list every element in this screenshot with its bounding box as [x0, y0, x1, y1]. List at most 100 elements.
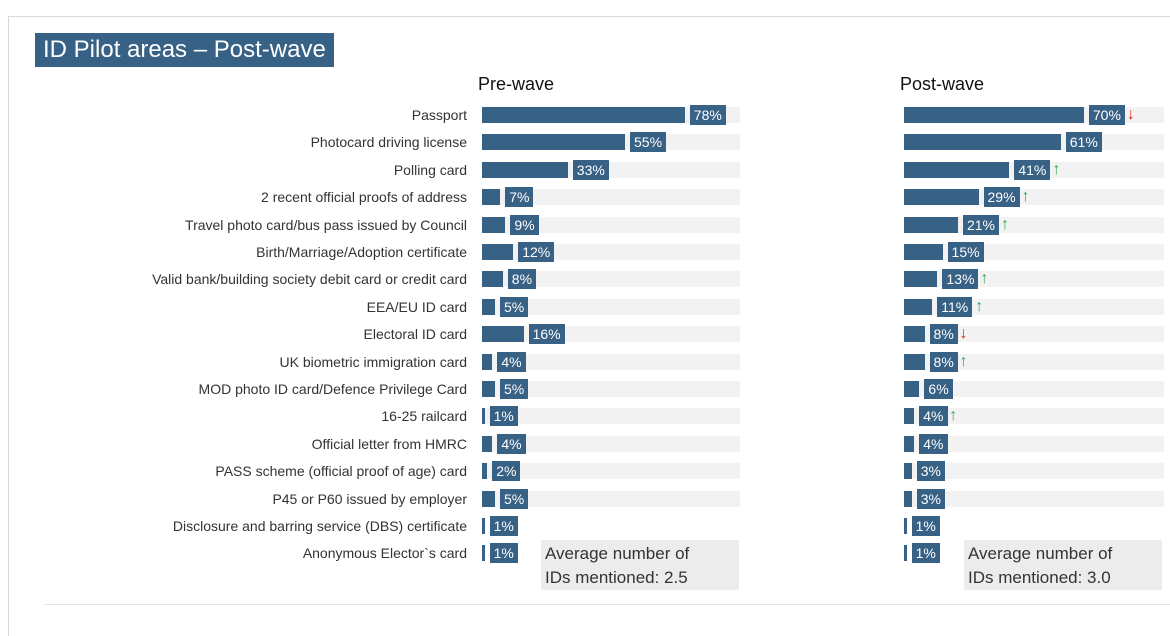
pre-wave-bar — [482, 134, 625, 151]
pre-wave-bar — [482, 463, 488, 480]
post-wave-bar — [904, 408, 915, 425]
post-wave-increase-arrow-icon: ↑ — [1000, 215, 1009, 233]
category-label: 16-25 railcard — [381, 408, 467, 425]
category-label: Official letter from HMRC — [311, 435, 467, 452]
post-wave-value-label: 1% — [911, 543, 940, 564]
post-wave-bar-track — [904, 408, 1164, 425]
post-wave-value-label: 4% — [919, 433, 948, 454]
category-label: Polling card — [393, 161, 467, 178]
pre-wave-bar — [482, 545, 485, 562]
pre-wave-bar — [482, 244, 514, 260]
category-label: PASS scheme (official proof of age) card — [215, 463, 467, 480]
post-wave-value-label: 1% — [911, 516, 940, 536]
post-wave-average-line2: IDs mentioned: 3.0 — [968, 568, 1111, 587]
pre-wave-value-label: 1% — [489, 406, 518, 427]
category-label: Travel photo card/bus pass issued by Cou… — [185, 216, 467, 233]
pre-wave-average-note: Average number of IDs mentioned: 2.5 — [541, 540, 739, 590]
category-label: Electoral ID card — [363, 326, 467, 343]
category-label: Disclosure and barring service (DBS) cer… — [172, 518, 467, 534]
pre-wave-bar — [482, 189, 501, 206]
pre-wave-value-label: 5% — [500, 296, 529, 317]
post-wave-bar — [904, 490, 912, 507]
post-wave-bar-track — [904, 490, 1164, 507]
pre-wave-heading: Pre-wave — [478, 74, 555, 94]
post-wave-value-label: 13% — [942, 269, 979, 290]
post-wave-value-label: 6% — [924, 379, 953, 399]
pre-wave-bar-track — [482, 490, 740, 507]
pre-wave-bar — [482, 408, 485, 425]
post-wave-increase-arrow-icon: ↑ — [1052, 160, 1061, 178]
post-wave-bar — [904, 161, 1010, 178]
slide-title: ID Pilot areas – Post-wave — [35, 33, 334, 67]
post-wave-value-label: 4% — [919, 406, 948, 427]
post-wave-value-label: 8% — [929, 351, 958, 372]
pre-wave-bar-track — [482, 435, 740, 452]
post-wave-value-label: 3% — [916, 488, 945, 509]
pre-wave-bar-track — [482, 216, 740, 233]
pre-wave-bar — [482, 326, 524, 343]
post-wave-bar — [904, 244, 943, 260]
post-wave-value-label: 61% — [1065, 132, 1102, 153]
pre-wave-bar — [482, 216, 506, 233]
post-wave-value-label: 29% — [983, 187, 1020, 208]
pre-wave-average-line1: Average number of — [545, 544, 690, 563]
pre-wave-bar — [482, 271, 503, 288]
post-wave-value-label: 21% — [962, 214, 999, 235]
post-wave-average-note: Average number of IDs mentioned: 3.0 — [964, 540, 1162, 590]
post-wave-bar — [904, 518, 907, 534]
pre-wave-bar — [482, 435, 493, 452]
pre-wave-bar — [482, 298, 495, 315]
bottom-divider — [44, 604, 1170, 605]
pre-wave-value-label: 9% — [510, 214, 539, 235]
post-wave-increase-arrow-icon: ↑ — [980, 270, 989, 288]
post-wave-bar — [904, 189, 979, 206]
post-wave-increase-arrow-icon: ↑ — [959, 352, 968, 370]
pre-wave-value-label: 2% — [492, 461, 521, 482]
post-wave-bar-track — [904, 381, 1164, 397]
pre-wave-bar — [482, 161, 568, 178]
category-label: Passport — [411, 107, 467, 123]
post-wave-increase-arrow-icon: ↑ — [975, 297, 984, 315]
pre-wave-bar-track — [482, 298, 740, 315]
pre-wave-value-label: 7% — [505, 187, 534, 208]
pre-wave-bar — [482, 381, 495, 397]
category-label: Anonymous Elector`s card — [302, 545, 467, 562]
pre-wave-bar-track — [482, 381, 740, 397]
pre-wave-value-label: 78% — [689, 105, 726, 125]
pre-wave-bar — [482, 107, 685, 123]
pre-wave-value-label: 4% — [497, 433, 526, 454]
pre-wave-average-line2: IDs mentioned: 2.5 — [545, 568, 688, 587]
category-label: UK biometric immigration card — [279, 353, 468, 370]
pre-wave-value-label: 1% — [489, 516, 518, 536]
post-wave-bar — [904, 134, 1061, 151]
pre-wave-bar-track — [482, 463, 740, 480]
pre-wave-value-label: 16% — [528, 324, 565, 345]
pre-wave-bar-track — [482, 271, 740, 288]
post-wave-bar — [904, 298, 933, 315]
post-wave-bar — [904, 353, 925, 370]
category-label: MOD photo ID card/Defence Privilege Card — [198, 381, 467, 397]
category-label: P45 or P60 issued by employer — [272, 490, 467, 507]
category-label: 2 recent official proofs of address — [261, 189, 467, 206]
pre-wave-bar — [482, 518, 485, 534]
category-label: Photocard driving license — [310, 134, 467, 151]
post-wave-value-label: 8% — [929, 324, 958, 345]
post-wave-heading: Post-wave — [900, 74, 985, 94]
post-wave-decrease-arrow-icon: ↓ — [959, 325, 968, 343]
pre-wave-value-label: 1% — [489, 543, 518, 564]
post-wave-bar — [904, 216, 958, 233]
post-wave-average-line1: Average number of — [968, 544, 1113, 563]
post-wave-value-label: 41% — [1014, 159, 1051, 180]
pre-wave-value-label: 4% — [497, 351, 526, 372]
pre-wave-bar-track — [482, 408, 740, 425]
category-label: Valid bank/building society debit card o… — [152, 271, 467, 288]
post-wave-increase-arrow-icon: ↑ — [1021, 188, 1030, 206]
post-wave-bar — [904, 545, 907, 562]
post-wave-value-label: 3% — [916, 461, 945, 482]
pre-wave-value-label: 5% — [500, 379, 529, 399]
post-wave-value-label: 11% — [937, 296, 973, 317]
post-wave-increase-arrow-icon: ↑ — [949, 407, 958, 425]
post-wave-bar-track — [904, 326, 1164, 343]
pre-wave-bar-track — [482, 189, 740, 206]
post-wave-bar-track — [904, 244, 1164, 260]
